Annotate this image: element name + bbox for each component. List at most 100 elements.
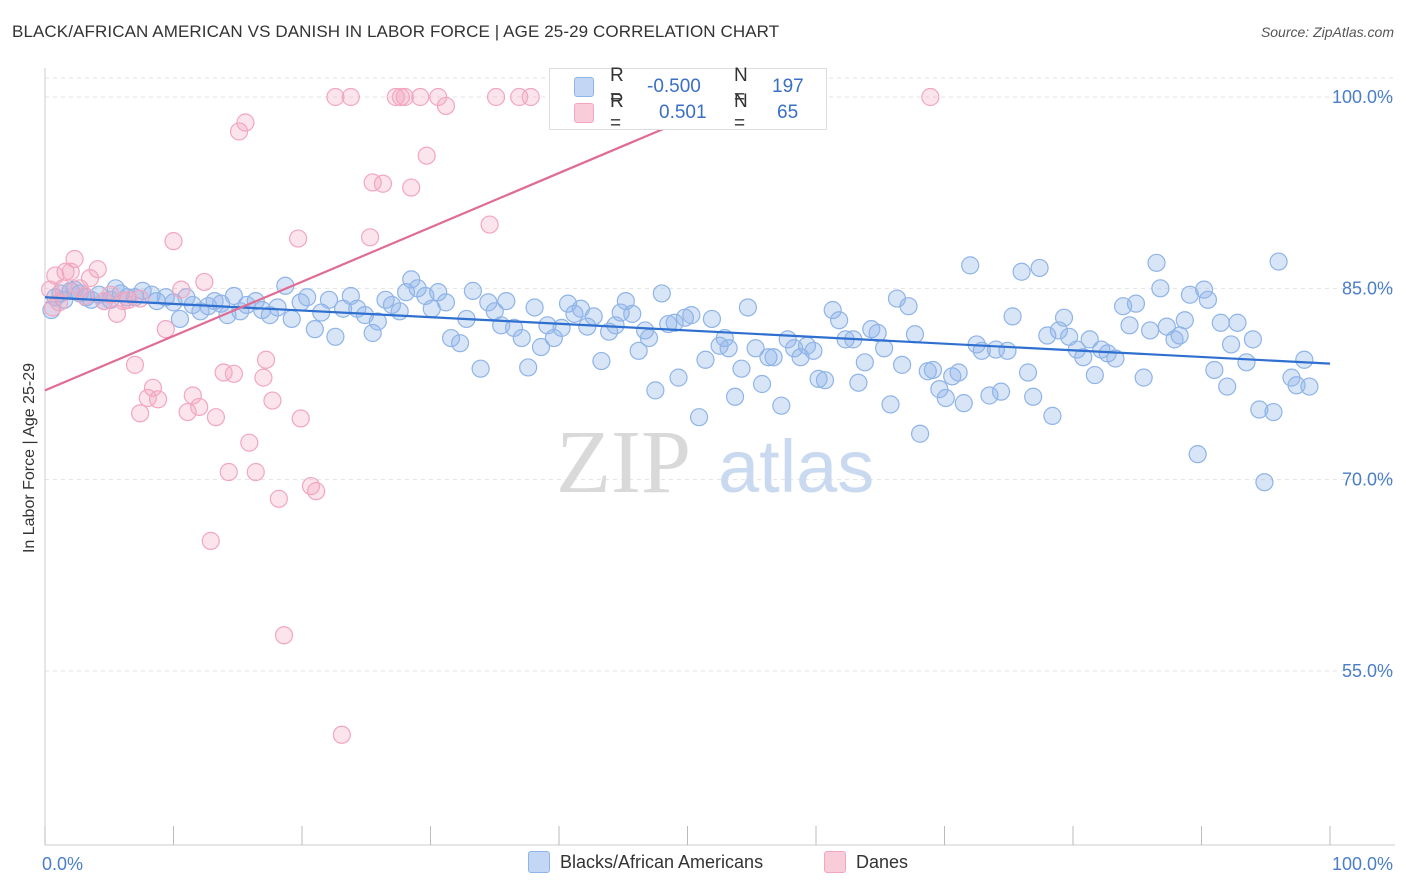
data-point-danes <box>164 232 183 251</box>
data-point-blacks <box>1018 363 1038 382</box>
data-point-blacks <box>696 350 715 369</box>
y-tick-label: 85.0% <box>1342 278 1393 298</box>
watermark-zip: ZIP <box>556 413 691 512</box>
data-point-danes <box>417 146 436 165</box>
trend-line-blacks <box>44 296 1331 365</box>
data-point-danes <box>229 122 249 141</box>
watermark-atlas: atlas <box>718 425 874 508</box>
data-point-danes <box>156 320 175 339</box>
data-point-danes <box>201 531 220 550</box>
data-point-blacks <box>1030 258 1049 278</box>
data-point-blacks <box>1175 311 1194 330</box>
data-point-blacks <box>441 328 461 348</box>
source-label: Source: ZipAtlas.com <box>1260 24 1394 40</box>
data-point-danes <box>236 113 255 132</box>
data-point-blacks <box>923 360 943 380</box>
data-point-blacks <box>402 270 421 289</box>
data-point-blacks <box>326 327 345 346</box>
data-point-blacks <box>531 337 551 357</box>
legend-item-blacks: Blacks/African Americans <box>528 851 763 873</box>
data-point-blacks <box>738 298 757 317</box>
data-point-danes <box>125 355 145 374</box>
data-point-blacks <box>463 281 483 300</box>
data-point-blacks <box>815 371 835 390</box>
data-point-blacks <box>830 311 849 330</box>
stats-r-value: -0.500 <box>647 76 701 97</box>
data-point-blacks <box>1237 353 1256 372</box>
data-point-danes <box>88 260 107 279</box>
data-point-danes <box>269 489 288 508</box>
data-point-blacks <box>809 369 828 388</box>
data-point-blacks <box>1012 262 1031 281</box>
data-point-blacks <box>1295 350 1314 369</box>
data-point-blacks <box>429 283 448 302</box>
data-point-blacks <box>1198 290 1218 309</box>
data-point-blacks <box>1194 280 1214 299</box>
data-point-blacks <box>170 309 190 329</box>
data-point-blacks <box>1218 377 1237 396</box>
data-point-blacks <box>552 318 571 337</box>
data-point-blacks <box>732 359 751 378</box>
data-point-danes <box>436 96 456 116</box>
stats-legend: R = -0.500 N = 197 R = 0.501 N = 65 <box>549 65 827 134</box>
y-axis-label: In Labor Force | Age 25-29 <box>21 363 38 553</box>
data-point-blacks <box>592 351 611 371</box>
legend-label-blacks: Blacks/African Americans <box>560 851 764 872</box>
data-point-blacks <box>611 303 630 322</box>
data-point-blacks <box>639 328 659 348</box>
data-point-danes <box>307 482 326 501</box>
data-point-danes <box>395 87 414 107</box>
data-point-danes <box>254 368 273 387</box>
y-tick-label: 55.0% <box>1342 661 1393 681</box>
data-point-danes <box>521 87 540 107</box>
data-point-blacks <box>702 309 722 329</box>
watermark: ZIP atlas <box>556 413 874 512</box>
data-point-blacks <box>875 339 894 358</box>
data-point-danes <box>195 272 214 292</box>
data-point-blacks <box>1085 365 1104 385</box>
stats-swatch-blacks <box>574 77 594 97</box>
stats-n-value: 197 <box>772 76 804 97</box>
data-point-danes <box>921 87 940 107</box>
data-point-blacks <box>868 323 887 343</box>
data-point-blacks <box>772 396 791 415</box>
legend-item-danes: Danes <box>824 851 908 873</box>
data-point-blacks <box>1170 326 1189 345</box>
data-point-danes <box>65 249 84 269</box>
data-point-blacks <box>629 341 648 360</box>
legend-swatch-blacks <box>528 851 550 873</box>
data-point-danes <box>291 409 310 428</box>
tick-labels: 55.0% 70.0% 85.0% 100.0% 0.0% 100.0% <box>42 87 1393 874</box>
data-point-blacks <box>1269 252 1288 271</box>
data-point-danes <box>373 174 393 193</box>
data-point-blacks <box>305 320 324 339</box>
data-point-blacks <box>725 387 745 406</box>
data-point-danes <box>219 462 238 482</box>
data-point-danes <box>172 280 191 299</box>
stats-r-label: R = <box>610 91 624 134</box>
data-point-blacks <box>1205 360 1224 380</box>
data-point-blacks <box>892 355 912 374</box>
data-point-blacks <box>1211 313 1230 332</box>
data-point-blacks <box>363 323 382 343</box>
stats-n-label: N = <box>734 91 748 134</box>
data-point-blacks <box>1221 335 1241 354</box>
data-point-blacks <box>804 341 823 360</box>
data-point-blacks <box>991 382 1011 401</box>
data-point-blacks <box>1054 308 1074 327</box>
data-point-danes <box>190 397 209 417</box>
data-point-danes <box>130 289 150 308</box>
data-point-blacks <box>1188 445 1207 464</box>
data-point-danes <box>301 476 321 496</box>
data-point-danes <box>130 404 150 423</box>
data-point-blacks <box>855 353 874 372</box>
data-point-danes <box>148 390 168 409</box>
legend-swatch-danes <box>824 851 846 873</box>
stats-r-label: R = <box>610 65 624 108</box>
data-point-blacks <box>268 298 287 317</box>
data-point-blacks <box>715 328 734 348</box>
data-point-blacks <box>1255 473 1274 492</box>
data-point-blacks <box>881 395 900 414</box>
data-point-blacks <box>408 279 427 298</box>
